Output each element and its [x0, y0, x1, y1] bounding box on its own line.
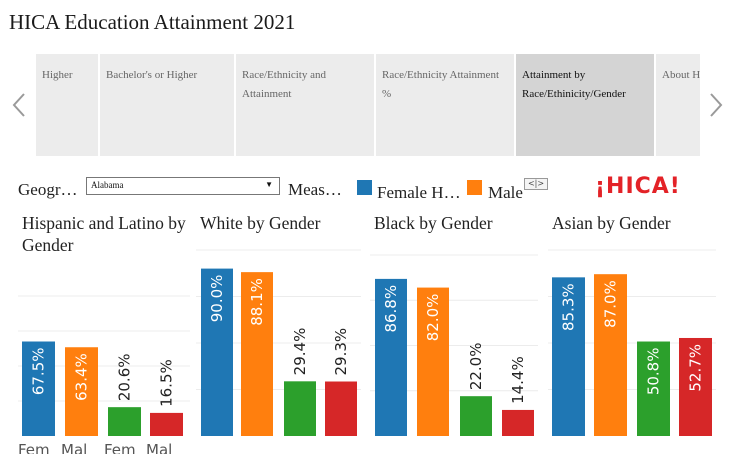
bar[interactable] — [22, 341, 55, 437]
female-legend-label: Female H… — [377, 183, 461, 202]
bar[interactable] — [284, 381, 316, 436]
chevron-right-icon — [710, 93, 723, 117]
hica-logo: ¡HICA! — [595, 174, 681, 199]
page-title: HICA Education Attainment 2021 — [9, 10, 296, 34]
category-label: Mal — [146, 441, 172, 454]
chart-title: Asian by Gender — [552, 213, 671, 233]
hispanic-latino-chart-plot: 67.5% Fem 63.4% Mal 20.6% Fem 16.5% Mal — [18, 295, 190, 454]
legend-scroll-arrows[interactable]: <|> — [524, 178, 548, 190]
category-label: Mal — [61, 441, 87, 454]
bar[interactable] — [375, 278, 407, 436]
black-chart-plot: 86.8% 82.0% 22.0% 14.4% — [370, 254, 538, 436]
measure-label: Meas… — [288, 180, 342, 199]
bar[interactable] — [679, 337, 712, 436]
bar-value-label: 50.8% — [645, 348, 663, 396]
tab-about[interactable]: About H — [656, 54, 700, 156]
bar[interactable] — [637, 341, 670, 436]
bar-value-label: 88.1% — [248, 278, 266, 326]
category-label: Fem — [104, 441, 136, 454]
white-chart: White by Gender 90.0% 88.1% 29.4% 29.3% — [196, 212, 366, 454]
bar-value-label: 87.0% — [602, 280, 620, 328]
bar-value-label: 20.6% — [116, 354, 134, 402]
asian-chart-plot: 85.3% 87.0% 50.8% 52.7% — [548, 249, 716, 436]
tab-higher[interactable]: Higher — [36, 54, 98, 156]
chart-title: Hispanic and Latino by Gender — [22, 213, 186, 255]
bar-value-label: 67.5% — [30, 348, 48, 396]
male-legend-label: Male — [488, 183, 523, 202]
bar[interactable] — [460, 396, 492, 436]
black-chart: Black by Gender 86.8% 82.0% 22.0% 14.4% — [370, 212, 542, 454]
chart-title: White by Gender — [200, 213, 321, 233]
chevron-left-icon — [12, 93, 25, 117]
hispanic-latino-chart: Hispanic and Latino by Gender 67.5% Fem 63… — [18, 212, 190, 454]
bar-value-label: 85.3% — [560, 283, 578, 331]
female-legend-swatch — [357, 180, 372, 195]
dropdown-caret-icon: ▼ — [265, 180, 273, 189]
bar-value-label: 29.3% — [332, 328, 350, 376]
bar-value-label: 52.7% — [687, 344, 705, 392]
bar[interactable] — [417, 287, 449, 436]
bar[interactable] — [552, 277, 585, 436]
tab-bachelors-or-higher[interactable]: Bachelor's or Higher — [100, 54, 234, 156]
tab-race-ethnicity-and-attainment[interactable]: Race/Ethnicity and Attainment — [236, 54, 374, 156]
bar-value-label: 29.4% — [291, 328, 309, 376]
bar[interactable] — [241, 272, 273, 436]
filter-bar: Geogr… Alabama ▼ Meas… Female H… Male <|… — [0, 172, 736, 208]
bar[interactable] — [108, 407, 141, 436]
bar-value-label: 82.0% — [424, 294, 442, 342]
male-legend-swatch — [467, 180, 482, 195]
tab-race-ethnicity-attainment-pct[interactable]: Race/Ethnicity Attainment % — [376, 54, 514, 156]
bar-value-label: 22.0% — [467, 343, 485, 391]
bar-value-label: 16.5% — [158, 359, 176, 407]
category-label: Fem — [18, 441, 50, 454]
bar[interactable] — [325, 381, 357, 436]
chart-title: Black by Gender — [374, 213, 493, 233]
bar-value-label: 90.0% — [208, 275, 226, 323]
bar[interactable] — [150, 412, 183, 436]
bar[interactable] — [201, 268, 233, 436]
previous-tab-arrow[interactable] — [10, 92, 28, 118]
bar-value-label: 14.4% — [509, 356, 527, 404]
story-tabs: Higher Bachelor's or Higher Race/Ethnici… — [36, 54, 700, 156]
geography-value: Alabama — [91, 180, 124, 190]
tab-attainment-by-race-ethnicity-gender[interactable]: Attainment by Race/Ethinicity/Gender — [516, 54, 654, 156]
geography-label: Geogr… — [18, 180, 78, 199]
bar-value-label: 86.8% — [382, 285, 400, 333]
next-tab-arrow[interactable] — [707, 92, 725, 118]
bar[interactable] — [65, 347, 98, 436]
bar-value-label: 63.4% — [73, 353, 91, 401]
geography-dropdown[interactable]: Alabama ▼ — [86, 177, 280, 195]
bar[interactable] — [594, 274, 627, 436]
bar[interactable] — [502, 409, 534, 436]
asian-chart: Asian by Gender 85.3% 87.0% 50.8% 52.7% — [548, 212, 720, 454]
white-chart-plot: 90.0% 88.1% 29.4% 29.3% — [196, 249, 361, 436]
